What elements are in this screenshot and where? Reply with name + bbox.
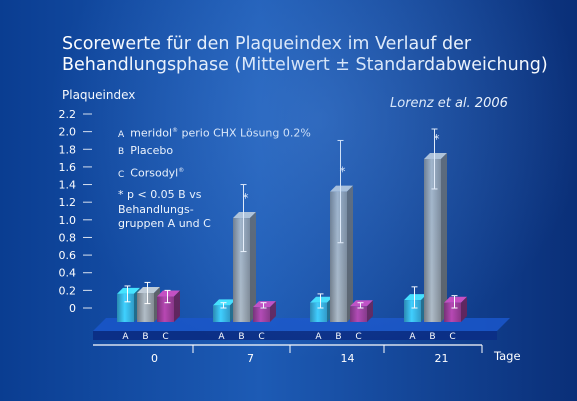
floor-front (93, 331, 497, 340)
significance-star: * (340, 165, 346, 179)
bar-c-21 (444, 302, 461, 322)
legend-suffix-a: perio CHX Lösung 0.2% (178, 126, 311, 140)
bar-letter-b: B (142, 332, 148, 342)
bar-letter-a: A (315, 332, 322, 342)
chart-title-line-2: Behandlungsphase (Mittelwert ± Standarda… (62, 55, 548, 75)
bar-letter-a: A (218, 332, 225, 342)
bar-side-b-7 (250, 212, 256, 322)
note-line-2: Behandlungs- (118, 202, 194, 216)
bar-letter-a: A (122, 332, 129, 342)
bar-letter-b: B (335, 332, 341, 342)
legend-label-a: meridol (130, 126, 173, 140)
bar-top-b-7 (233, 212, 256, 219)
bar-side-c-7 (270, 301, 276, 322)
bar-top-c-21 (444, 296, 467, 303)
bar-top-c-14 (350, 300, 373, 307)
y-tick-label: 0.2 (59, 284, 77, 297)
bar-a-21 (404, 300, 421, 322)
y-tick-label: 2.2 (59, 108, 77, 121)
bar-side-c-14 (367, 300, 373, 322)
legend-item-c: C Corsodyl® (118, 164, 311, 184)
bar-side-c-0 (174, 290, 180, 322)
bar-c-14 (350, 306, 367, 322)
bar-a-0 (117, 293, 134, 322)
y-tick-label: 1.8 (59, 143, 77, 156)
note-line-3: gruppen A und C (118, 217, 211, 230)
bar-letter-c: C (258, 332, 264, 342)
bar-top-b-14 (330, 185, 353, 192)
bar-a-14 (310, 302, 327, 322)
bar-top-b-21 (424, 152, 447, 159)
x-tick-label: 0 (151, 352, 158, 365)
bar-side-b-14 (347, 185, 353, 322)
bar-letter-c: C (449, 332, 455, 342)
y-tick-label: 0.8 (59, 231, 77, 244)
bar-side-b-21 (441, 152, 447, 322)
citation: Lorenz et al. 2006 (390, 96, 508, 111)
bar-letter-b: B (238, 332, 244, 342)
bar-c-0 (157, 296, 174, 322)
legend-label-b: Placebo (130, 144, 174, 157)
legend-sup-c: ® (178, 167, 185, 174)
y-tick-label: 1.0 (59, 214, 77, 227)
y-tick-label: 0.4 (59, 267, 77, 280)
bar-b-0 (137, 293, 154, 322)
y-tick-label: 1.2 (59, 196, 77, 209)
significance-star: * (434, 132, 440, 146)
bar-side-c-21 (461, 296, 467, 322)
chart-title: Scorewerte für den Plaqueindex im Verlau… (62, 34, 562, 76)
y-tick-label: 2.0 (59, 126, 77, 139)
legend-item-b: B Placebo (118, 144, 311, 164)
bar-letter-c: C (355, 332, 361, 342)
legend-label-c: Corsodyl (130, 166, 179, 180)
legend-key-c: C (118, 169, 125, 180)
y-axis-label: Plaqueindex (62, 88, 136, 102)
x-tick-label: 21 (435, 352, 449, 365)
bar-letter-a: A (409, 332, 416, 342)
bar-top-c-7 (253, 301, 276, 308)
bar-letter-c: C (162, 332, 168, 342)
legend-key-b: B (118, 147, 125, 157)
bar-top-a-0 (117, 287, 140, 294)
bar-letter-b: B (429, 332, 435, 342)
significance-star: * (243, 191, 249, 205)
x-tick-label: 14 (341, 352, 355, 365)
legend-sup-a: ® (172, 127, 179, 134)
y-tick-label: 1.6 (59, 161, 77, 174)
bar-b-21 (424, 158, 441, 322)
bar-b-14 (330, 191, 347, 322)
y-tick-label: 1.4 (59, 179, 77, 192)
chart-title-line-1: Scorewerte für den Plaqueindex im Verlau… (62, 34, 472, 54)
significance-note: * p < 0.05 B vs Behandlungs- gruppen A u… (118, 188, 211, 232)
legend-key-a: A (118, 129, 125, 140)
bar-a-7 (213, 305, 230, 322)
bar-b-7 (233, 218, 250, 322)
y-tick-label: 0 (69, 302, 76, 315)
bar-top-a-21 (404, 294, 427, 301)
bar-c-7 (253, 307, 270, 322)
note-line-1: * p < 0.05 B vs (118, 188, 202, 201)
x-tick-label: 7 (247, 352, 254, 365)
bar-top-b-0 (137, 287, 160, 294)
x-axis-label: Tage (494, 349, 521, 363)
bar-top-a-14 (310, 296, 333, 303)
y-tick-label: 0.6 (59, 249, 77, 262)
bar-top-c-0 (157, 290, 180, 297)
